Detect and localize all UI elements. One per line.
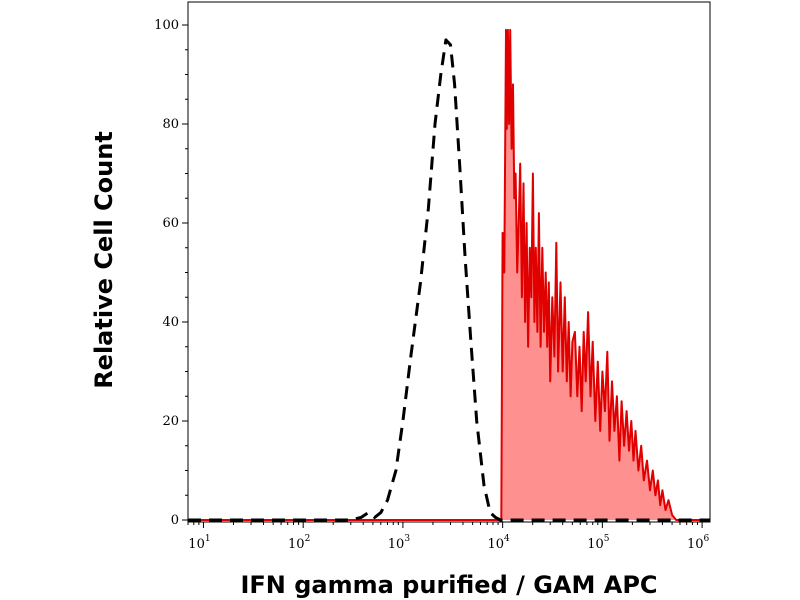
x-tick-label: 105 bbox=[587, 534, 610, 552]
x-tick-label: 106 bbox=[687, 534, 710, 552]
control-histogram-line bbox=[188, 38, 710, 522]
x-tick-label: 101 bbox=[188, 534, 210, 552]
y-tick-label: 80 bbox=[162, 117, 179, 132]
x-tick-label: 104 bbox=[488, 534, 511, 552]
x-tick-label: 103 bbox=[388, 534, 411, 552]
y-tick-label: 40 bbox=[162, 315, 179, 330]
x-axis-label: IFN gamma purified / GAM APC bbox=[240, 571, 657, 599]
y-tick-label: 0 bbox=[171, 513, 179, 528]
y-axis-label: Relative Cell Count bbox=[90, 131, 118, 389]
stained-histogram-fill bbox=[188, 29, 710, 521]
stained-histogram-line bbox=[188, 28, 710, 521]
plot-frame bbox=[187, 1, 711, 523]
y-tick-label: 20 bbox=[162, 414, 179, 429]
y-tick-label: 100 bbox=[154, 18, 179, 33]
x-tick-label: 102 bbox=[288, 534, 310, 552]
y-tick-label: 60 bbox=[162, 216, 179, 231]
